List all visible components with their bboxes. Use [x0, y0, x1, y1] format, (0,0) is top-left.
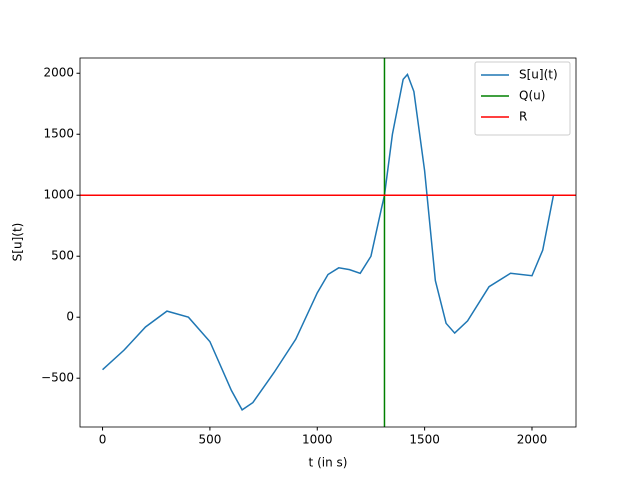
series-line: [102, 73, 555, 412]
y-tick-label: 0: [66, 310, 74, 324]
legend-label: S[u](t): [519, 68, 558, 82]
y-axis-label: S[u](t): [11, 223, 25, 262]
x-tick-label: 2000: [517, 433, 548, 447]
x-tick-label: 1500: [409, 433, 440, 447]
y-tick-label: 1000: [43, 188, 74, 202]
plot-frame: [79, 57, 577, 428]
y-tick-label: 1500: [43, 127, 74, 141]
x-tick-label: 0: [99, 433, 107, 447]
y-tick-label: 500: [51, 249, 74, 263]
x-axis-label: t (in s): [309, 456, 348, 470]
legend-label: Q(u): [519, 89, 545, 103]
x-tick-label: 500: [198, 433, 221, 447]
x-tick-label: 1000: [302, 433, 333, 447]
y-tick-label: −500: [41, 371, 74, 385]
y-tick-label: 2000: [43, 66, 74, 80]
legend-label: R: [519, 110, 527, 124]
